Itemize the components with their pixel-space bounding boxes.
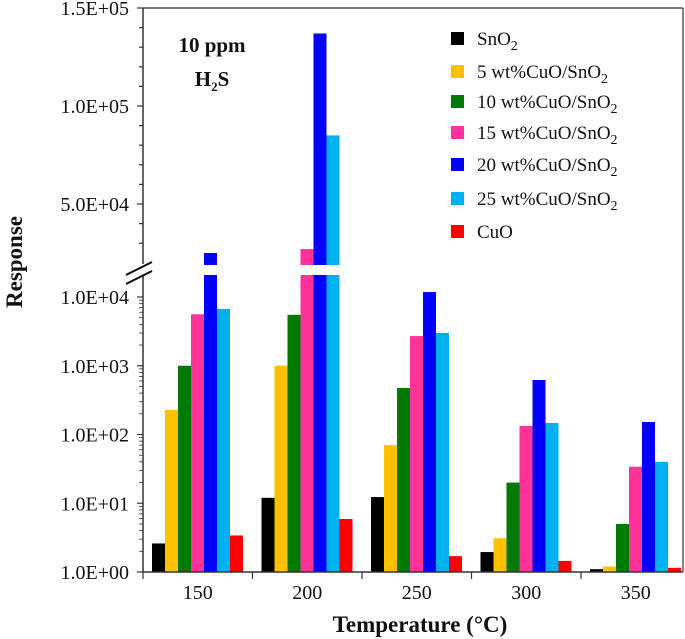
bar-300-series-1 [493, 538, 507, 572]
y-axis-title: Response [2, 216, 27, 308]
x-tick-label-150: 150 [183, 582, 213, 604]
legend-swatch-1 [451, 65, 464, 78]
bar-200-series-3-upper [300, 249, 314, 265]
y-tick-label: 1.0E+01 [61, 493, 130, 515]
legend-label-1: 5 wt%CuO/SnO2 [477, 62, 608, 87]
bar-300-series-6 [558, 560, 572, 572]
bar-250-series-6 [449, 556, 462, 572]
legend-label-4: 20 wt%CuO/SnO2 [477, 155, 618, 180]
bar-150-series-2 [178, 365, 191, 572]
x-tick-label-250: 250 [402, 582, 432, 604]
legend-swatch-4 [451, 158, 464, 171]
bar-150-series-3 [191, 314, 204, 572]
axes-group [125, 7, 684, 579]
bar-350-series-6 [668, 567, 681, 572]
y-tick-label: 1.0E+03 [61, 356, 130, 378]
x-axis-title: Temperature (°C) [333, 612, 508, 637]
bar-300-series-5 [545, 422, 559, 572]
bar-350-series-1 [603, 566, 616, 572]
bar-150-series-5 [217, 308, 230, 572]
legend-label-6: CuO [477, 222, 513, 243]
bar-350-series-3 [629, 466, 642, 572]
axis-break-mark [125, 261, 153, 276]
bar-200-series-1 [274, 365, 288, 572]
bar-350-series-5 [655, 461, 668, 572]
annotation-line2: H2S [195, 67, 230, 94]
y-tick-label: 1.0E+04 [61, 287, 130, 309]
legend-label-5: 25 wt%CuO/SnO2 [477, 189, 618, 214]
bar-300-series-4 [532, 380, 546, 572]
bar-350-series-4 [642, 421, 655, 572]
bar-150-series-6 [230, 535, 243, 572]
legend-label-2: 10 wt%CuO/SnO2 [477, 92, 618, 117]
legend-swatch-2 [451, 95, 464, 108]
bar-150-series-4-lower [204, 275, 217, 572]
bar-200-series-6 [339, 519, 353, 572]
annotation-line1: 10 ppm [178, 33, 246, 57]
bar-250-series-1 [384, 445, 397, 572]
bar-300-series-3 [519, 425, 533, 572]
bar-250-series-3 [410, 336, 423, 572]
y-tick-label: 1.0E+00 [61, 562, 130, 584]
x-tick-label-350: 350 [621, 582, 651, 604]
bar-300-series-0 [480, 552, 494, 572]
legend-label-3: 15 wt%CuO/SnO2 [477, 123, 618, 148]
legend-swatch-5 [451, 192, 464, 205]
bar-200-series-4-upper [313, 33, 327, 266]
legend: SnO2 5 wt%CuO/SnO2 10 wt%CuO/SnO2 15 wt%CuO… [451, 29, 618, 243]
x-tick-label-300: 300 [511, 582, 541, 604]
bar-150-series-4-upper [204, 253, 217, 265]
bar-200-series-3-lower [300, 275, 314, 572]
axis-break-mark [125, 270, 153, 285]
legend-swatch-6 [451, 225, 464, 238]
legend-swatch-0 [451, 32, 464, 45]
bar-250-series-0 [371, 497, 384, 572]
bars-group [152, 33, 681, 572]
bar-350-series-2 [616, 523, 629, 572]
bar-300-series-2 [506, 482, 520, 572]
bar-200-series-2 [287, 314, 301, 572]
bar-150-series-0 [152, 543, 165, 572]
bar-150-series-1 [165, 409, 178, 572]
bar-200-series-0 [261, 497, 275, 572]
bar-200-series-5-lower [326, 275, 340, 572]
bar-250-series-2 [397, 387, 410, 572]
y-tick-label: 5.0E+04 [61, 194, 130, 216]
x-tick-label-200: 200 [292, 582, 322, 604]
bar-200-series-4-lower [313, 275, 327, 572]
y-tick-label: 1.0E+02 [61, 425, 130, 447]
bar-250-series-4 [423, 292, 436, 572]
bar-200-series-5-upper [326, 135, 340, 265]
legend-label-0: SnO2 [477, 29, 518, 54]
bar-350-series-0 [590, 569, 603, 572]
tick-labels: 5.0E+04 1.0E+05 1.5E+05 1.0E+00 1.0E+01 1.0E+… [61, 0, 651, 604]
bar-250-series-5 [436, 332, 449, 572]
legend-swatch-3 [451, 126, 464, 139]
y-tick-label: 1.5E+05 [61, 0, 130, 20]
y-tick-label: 1.0E+05 [61, 96, 130, 118]
